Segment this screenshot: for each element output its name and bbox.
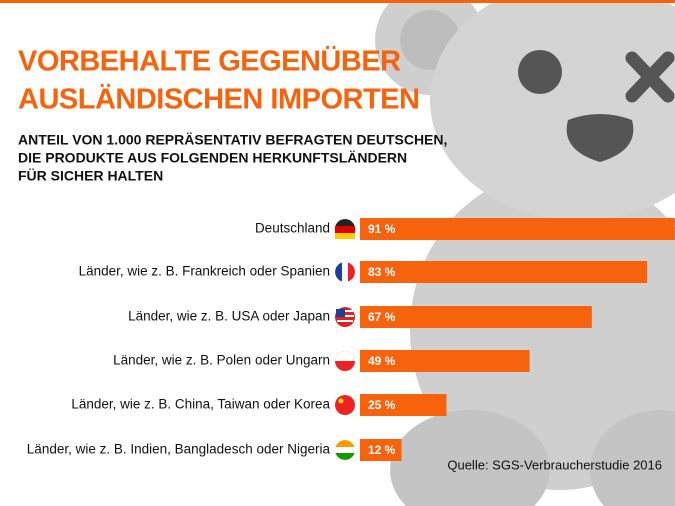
bar bbox=[360, 218, 675, 240]
category-label: Deutschland bbox=[255, 221, 330, 236]
teddy-bear-background bbox=[375, 0, 675, 506]
value-label: 12 % bbox=[368, 443, 396, 457]
bar bbox=[360, 306, 592, 328]
value-label: 67 % bbox=[368, 310, 396, 324]
source: Quelle: SGS-Verbraucherstudie 2016 bbox=[447, 457, 662, 472]
category-label: Länder, wie z. B. USA oder Japan bbox=[128, 309, 330, 324]
chart-title: AUSLÄNDISCHEN IMPORTEN bbox=[18, 83, 419, 116]
value-label: 91 % bbox=[368, 222, 396, 236]
bar bbox=[360, 261, 648, 283]
value-label: 25 % bbox=[368, 398, 396, 412]
chart-subtitle: DIE PRODUKTE AUS FOLGENDEN HERKUNFTSLÄND… bbox=[18, 150, 407, 166]
bar bbox=[360, 350, 530, 372]
flags bbox=[335, 219, 355, 460]
value-label: 83 % bbox=[368, 265, 396, 279]
bar bbox=[360, 394, 447, 416]
top-rule bbox=[0, 0, 675, 3]
category-label: Länder, wie z. B. Indien, Bangladesch od… bbox=[27, 442, 331, 457]
bar bbox=[360, 439, 402, 461]
chart-subtitle: ANTEIL VON 1.000 REPRÄSENTATIV BEFRAGTEN… bbox=[18, 132, 447, 148]
category-label: Länder, wie z. B. China, Taiwan oder Kor… bbox=[71, 397, 330, 412]
chart-title: VORBEHALTE GEGENÜBER bbox=[18, 45, 401, 78]
chart-subtitle: FÜR SICHER HALTEN bbox=[18, 168, 163, 184]
category-label: Länder, wie z. B. Frankreich oder Spanie… bbox=[79, 264, 330, 279]
value-label: 49 % bbox=[368, 354, 396, 368]
category-label: Länder, wie z. B. Polen oder Ungarn bbox=[113, 353, 330, 368]
